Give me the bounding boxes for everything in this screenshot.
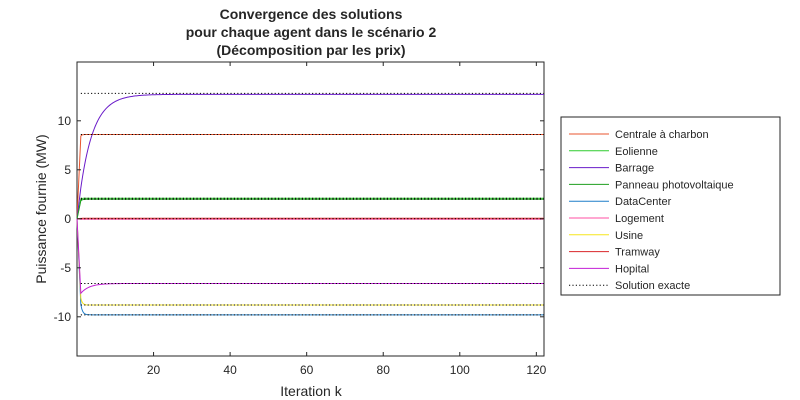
y-tick-label: 5 bbox=[64, 163, 71, 177]
legend-label-tramway: Tramway bbox=[615, 247, 660, 259]
x-tick-label: 80 bbox=[377, 363, 391, 377]
chart-title-line-1: Convergence des solutions bbox=[220, 6, 403, 22]
y-axis-label: Puissance fournie (MW) bbox=[33, 134, 49, 283]
y-tick-label: 0 bbox=[64, 212, 71, 226]
chart-title-line-3: (Décomposition par les prix) bbox=[216, 42, 405, 58]
x-tick-label: 120 bbox=[526, 363, 546, 377]
y-tick-label: 10 bbox=[58, 114, 72, 128]
legend-label-hopital: Hopital bbox=[615, 263, 649, 275]
legend-label-logement: Logement bbox=[615, 213, 664, 225]
legend-label-solution-exacte: Solution exacte bbox=[615, 280, 690, 292]
x-tick-label: 40 bbox=[223, 363, 237, 377]
series-line-barrage bbox=[76, 93, 544, 219]
legend-label-eolienne: Eolienne bbox=[615, 146, 658, 158]
y-tick-label: -10 bbox=[54, 310, 72, 324]
legend-label-centrale-a-charbon: Centrale à charbon bbox=[615, 129, 709, 141]
legend-label-usine: Usine bbox=[615, 230, 643, 242]
legend-entries: Centrale à charbon Eolienne Barrage Panneau… bbox=[569, 129, 734, 292]
axis-ticks: 20 40 60 80 100 120 -10 -5 0 5 10 bbox=[54, 62, 547, 377]
legend-label-panneau-photovoltaique: Panneau photovoltaique bbox=[615, 179, 734, 191]
x-tick-label: 100 bbox=[450, 363, 470, 377]
plot-area bbox=[76, 61, 545, 357]
x-tick-label: 60 bbox=[300, 363, 314, 377]
chart-title-line-2: pour chaque agent dans le scénario 2 bbox=[186, 24, 437, 40]
x-axis-label: Iteration k bbox=[280, 383, 342, 399]
legend-label-barrage: Barrage bbox=[615, 163, 654, 175]
legend-box bbox=[560, 116, 781, 296]
legend: Centrale à charbon Eolienne Barrage Panneau… bbox=[560, 116, 781, 296]
legend-label-datacenter: DataCenter bbox=[615, 196, 672, 208]
x-tick-label: 20 bbox=[147, 363, 161, 377]
y-tick-label: -5 bbox=[60, 261, 71, 275]
series-layer bbox=[76, 92, 544, 316]
